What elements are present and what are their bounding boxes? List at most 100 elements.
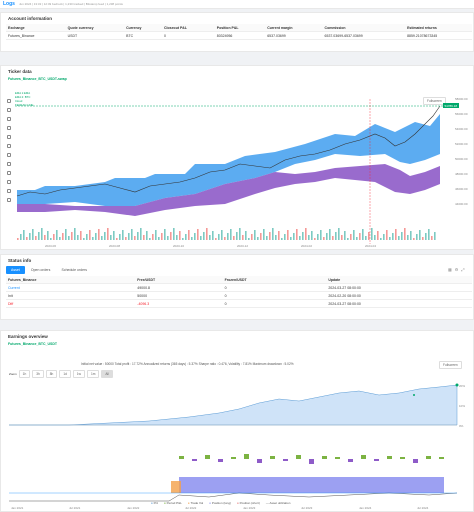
- legend-trade-vol[interactable]: ● Trade Vol: [187, 501, 204, 505]
- app-logo[interactable]: Logs: [3, 1, 15, 7]
- volume-bar: [92, 237, 94, 240]
- volume-bar: [155, 230, 157, 240]
- period-pnl-bar: [283, 459, 288, 461]
- tab-schedule-orders[interactable]: Schedule orders: [61, 268, 87, 272]
- legend-position-short[interactable]: ● Position (short): [237, 501, 260, 505]
- volume-bar: [62, 233, 64, 240]
- zoom-3h[interactable]: 3h: [32, 370, 44, 378]
- account-cell: 80324956: [214, 31, 266, 40]
- period-pnl-bar: [257, 459, 262, 463]
- period-pnl-bars: [179, 454, 444, 464]
- measure-icon[interactable]: [7, 153, 11, 157]
- position-short-area: [171, 481, 181, 493]
- row-update: 2024-03-27 08:00:00: [326, 299, 472, 308]
- ticker-chart[interactable]: 54789.18 58000.00 56000.00 54000.00 52000.0…: [15, 94, 471, 250]
- zoom-1h[interactable]: 1h: [18, 370, 31, 378]
- volume-bar: [212, 231, 214, 240]
- volume-bar: [395, 229, 397, 240]
- earnings-time-axis: Jan 2021 Jul 2021 Jan 2022 Jul 2022 Jan 2023…: [11, 506, 429, 510]
- earnings-fullscreen-button[interactable]: Fullscreen: [439, 361, 462, 369]
- status-tabs: Asset Open orders Schedule orders: [1, 266, 473, 274]
- volume-bar: [311, 231, 313, 240]
- zoom-icon[interactable]: [7, 162, 11, 166]
- lock-icon[interactable]: [7, 180, 11, 184]
- price-line: [16, 105, 441, 197]
- text-icon[interactable]: [7, 135, 11, 139]
- brush-icon[interactable]: [7, 126, 11, 130]
- trend-line-icon[interactable]: [7, 108, 11, 112]
- cursor-icon[interactable]: [7, 99, 11, 103]
- volume-bar: [386, 230, 388, 240]
- volume-bar: [425, 233, 427, 240]
- status-actions: ▦ ⚙ ⤢: [448, 267, 465, 272]
- account-cell: 0: [162, 31, 215, 40]
- current-price-tag: [443, 103, 459, 108]
- volume-bar: [326, 233, 328, 240]
- volume-bar: [122, 230, 124, 240]
- current-price-label: 54789.18: [445, 104, 458, 108]
- zoom-1w[interactable]: 1w: [72, 370, 85, 378]
- earnings-symbol-link[interactable]: Futures_Binance_BTC_USDT: [8, 342, 58, 346]
- volume-bar: [218, 234, 220, 240]
- table-row: Diff -4096.3 0 2024-03-27 08:00:00: [6, 299, 472, 308]
- zoom-1m[interactable]: 1m: [86, 370, 100, 378]
- volume-bar: [20, 234, 22, 240]
- volume-bar: [347, 238, 349, 240]
- volume-bar: [329, 229, 331, 240]
- row-update: 2024-02-20 08:00:00: [326, 291, 472, 300]
- volume-bar: [407, 235, 409, 240]
- price-tick-label: 46000.00: [455, 187, 468, 191]
- pattern-icon[interactable]: [7, 144, 11, 148]
- earnings-chart[interactable]: 20% 10% 0% Jan 2021 Jul 2021 Jan 2022 Jul 2…: [9, 377, 469, 511]
- volume-bar: [23, 230, 25, 240]
- period-pnl-bar: [179, 456, 184, 459]
- eye-icon[interactable]: [7, 189, 11, 193]
- volume-bar: [131, 229, 133, 240]
- price-tick-label: 58000.00: [455, 97, 468, 101]
- grid-icon[interactable]: ▦: [448, 267, 452, 272]
- volume-bar: [305, 228, 307, 240]
- zoom-1d[interactable]: 1d: [59, 370, 71, 378]
- tab-open-orders[interactable]: Open orders: [30, 268, 51, 272]
- volume-bar: [95, 233, 97, 240]
- earnings-section: Earnings overview Futures_Binance_BTC_US…: [0, 330, 474, 512]
- volume-bar: [314, 238, 316, 240]
- tab-asset[interactable]: Asset: [6, 266, 25, 274]
- legend-position-long[interactable]: ● Position (long): [209, 501, 232, 505]
- volume-bar: [134, 236, 136, 240]
- volume-bar: [146, 231, 148, 240]
- volume-bar: [38, 232, 40, 240]
- volume-bar: [68, 236, 70, 240]
- volume-bar: [230, 229, 232, 240]
- volume-bar: [170, 232, 172, 240]
- time-tick-label: 2024-02: [301, 244, 312, 248]
- volume-bar: [89, 230, 91, 240]
- volume-bar: [242, 235, 244, 240]
- account-cell: 6537.03699-6537.03699: [322, 31, 406, 40]
- volume-bar: [197, 229, 199, 240]
- expand-icon[interactable]: ⤢: [461, 267, 465, 272]
- volume-bar: [74, 228, 76, 240]
- volume-bar: [221, 230, 223, 240]
- zoom-all[interactable]: All: [101, 370, 113, 378]
- magnet-icon[interactable]: [7, 171, 11, 175]
- fib-icon[interactable]: [7, 117, 11, 121]
- volume-bar: [293, 233, 295, 240]
- ticker-fullscreen-button[interactable]: Fullscreen: [423, 97, 446, 105]
- volume-bar: [317, 234, 319, 240]
- settings-icon[interactable]: ⚙: [454, 267, 459, 272]
- zoom-8h[interactable]: 8h: [45, 370, 58, 378]
- status-title: Status info: [8, 258, 32, 263]
- volume-bar: [215, 238, 217, 240]
- legend-asset-utilization[interactable]: — Asset utilization: [265, 501, 291, 505]
- legend-pnl[interactable]: ● Pnl: [151, 501, 158, 505]
- account-cell: 8859.21078673345: [405, 31, 472, 40]
- period-pnl-bar: [192, 459, 197, 461]
- trash-icon[interactable]: [7, 198, 11, 202]
- volume-bar: [254, 230, 256, 240]
- legend-period-pnl[interactable]: ● Period P&L: [164, 501, 182, 505]
- volume-bar: [335, 232, 337, 240]
- price-tick-label: 44000.00: [455, 202, 468, 206]
- volume-bar: [128, 233, 130, 240]
- ticker-symbol-link[interactable]: Futures_Binance_BTC_USDT-swap: [8, 77, 67, 81]
